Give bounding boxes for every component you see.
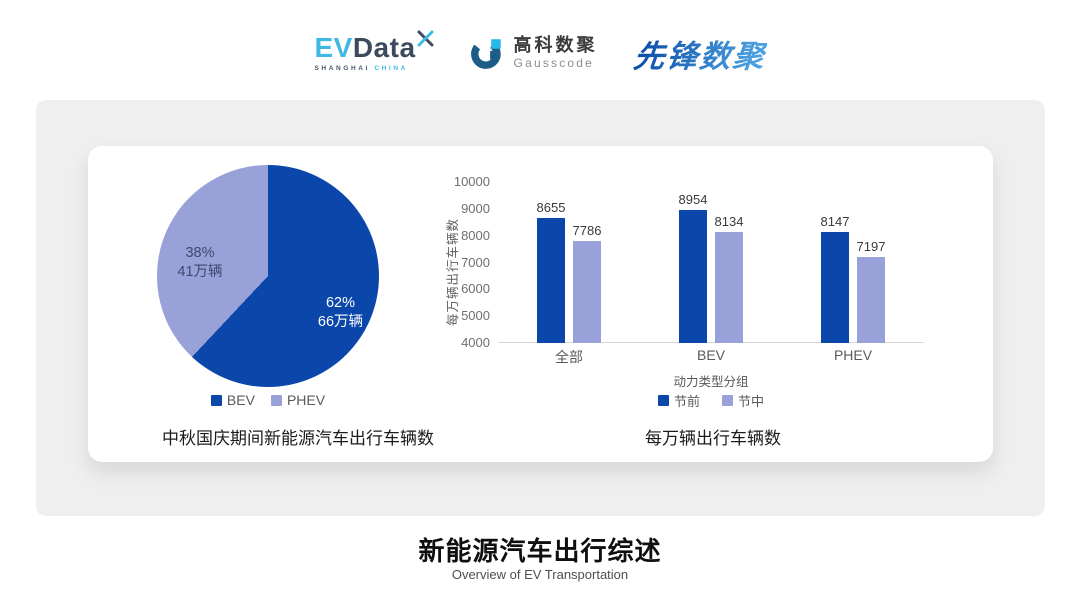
bar-plot-area xyxy=(498,182,924,343)
evdata-subtitle: SHANGHAI CHINA xyxy=(314,65,407,72)
bar-legend-swatch xyxy=(657,395,669,406)
bar-value-label: 8954 xyxy=(678,192,708,208)
bar-节中-全部 xyxy=(573,241,601,343)
gausscode-en-text: Gausscode xyxy=(513,55,595,70)
gausscode-g-icon xyxy=(470,39,501,69)
bar-ytick-label: 8000 xyxy=(461,227,490,243)
bar-ytick-label: 4000 xyxy=(461,335,490,350)
gausscode-logo: 高科数聚 Gausscode xyxy=(470,35,598,71)
bar-legend-label: 节中 xyxy=(738,394,765,409)
pie-label-bev: 62% 66万辆 xyxy=(288,294,393,332)
bar-ytick-label: 10000 xyxy=(453,174,490,189)
page-title: 新能源汽车出行综述 xyxy=(418,536,662,566)
evdata-data-text: Data xyxy=(352,32,416,63)
pie-phev-percent: 38% xyxy=(185,245,215,261)
evdata-logo: EV Data SHANGHAI CHINA xyxy=(314,30,434,72)
pie-legend-item: BEV xyxy=(210,392,255,408)
bar-ytick-label: 7000 xyxy=(461,254,490,270)
bar-ytick-label: 9000 xyxy=(461,200,490,216)
pie-legend-label: PHEV xyxy=(286,392,326,408)
pie-legend-swatch xyxy=(210,394,222,406)
evdata-wordmark: EV Data xyxy=(314,30,434,63)
pie-bev-value: 66万辆 xyxy=(317,314,364,330)
pie-legend-swatch xyxy=(270,394,282,406)
bar-ytick-label: 6000 xyxy=(461,281,490,297)
bar-节前-BEV xyxy=(679,210,707,343)
evdata-china-text: CHINA xyxy=(374,65,408,72)
chart-card: 38% 41万辆 62% 66万辆 BEV PHEV 中秋国庆期间新能源汽车出行车… xyxy=(88,146,993,462)
evdata-star-icon xyxy=(417,30,434,47)
bar-category-label: BEV xyxy=(696,347,725,363)
bar-节中-BEV xyxy=(715,232,743,343)
page-subtitle: Overview of EV Transportation xyxy=(451,567,629,582)
pie-legend-label: BEV xyxy=(226,392,255,408)
pie-legend-item: PHEV xyxy=(270,392,326,408)
pie-phev-value: 41万辆 xyxy=(177,264,223,280)
bar-category-label: PHEV xyxy=(833,347,873,363)
pie-legend: BEV PHEV xyxy=(157,392,379,408)
bar-xaxis-label: 动力类型分组 xyxy=(673,375,749,389)
pie-chart-caption: 中秋国庆期间新能源汽车出行车辆数 xyxy=(162,429,434,448)
bar-节中-PHEV xyxy=(857,257,885,343)
evdata-ev-text: EV xyxy=(314,32,353,63)
gausscode-text: 高科数聚 Gausscode xyxy=(513,35,598,70)
bar-legend-item: 节前 xyxy=(657,391,700,410)
bar-legend-label: 节前 xyxy=(673,394,700,409)
bar-节前-全部 xyxy=(537,218,565,343)
bar-value-label: 8147 xyxy=(820,213,850,229)
bar-ytick-label: 5000 xyxy=(461,308,490,324)
gausscode-cn-text: 高科数聚 xyxy=(513,35,598,55)
bar-value-label: 8134 xyxy=(714,214,744,230)
logo-header: EV Data SHANGHAI CHINA 高科数聚 Gausscode xyxy=(0,22,1080,84)
bar-value-label: 7786 xyxy=(572,223,602,239)
bar-节前-PHEV xyxy=(821,231,849,343)
bar-value-label: 8655 xyxy=(536,200,566,216)
bar-category-label: 全部 xyxy=(555,349,583,365)
bar-legend-item: 节中 xyxy=(722,391,764,410)
pie-bev-percent: 62% xyxy=(325,295,356,311)
bar-legend: 节前 节中 xyxy=(498,391,924,410)
evdata-shanghai-text: SHANGHAI xyxy=(314,65,370,72)
pie-chart xyxy=(157,165,379,387)
pioneer-logo: 先锋数聚 xyxy=(631,31,768,76)
bar-value-label: 7197 xyxy=(856,239,886,255)
pie-label-phev: 38% 41万辆 xyxy=(150,244,250,282)
bar-chart-caption: 每万辆出行车辆数 xyxy=(645,429,781,448)
bar-legend-swatch xyxy=(722,395,733,406)
